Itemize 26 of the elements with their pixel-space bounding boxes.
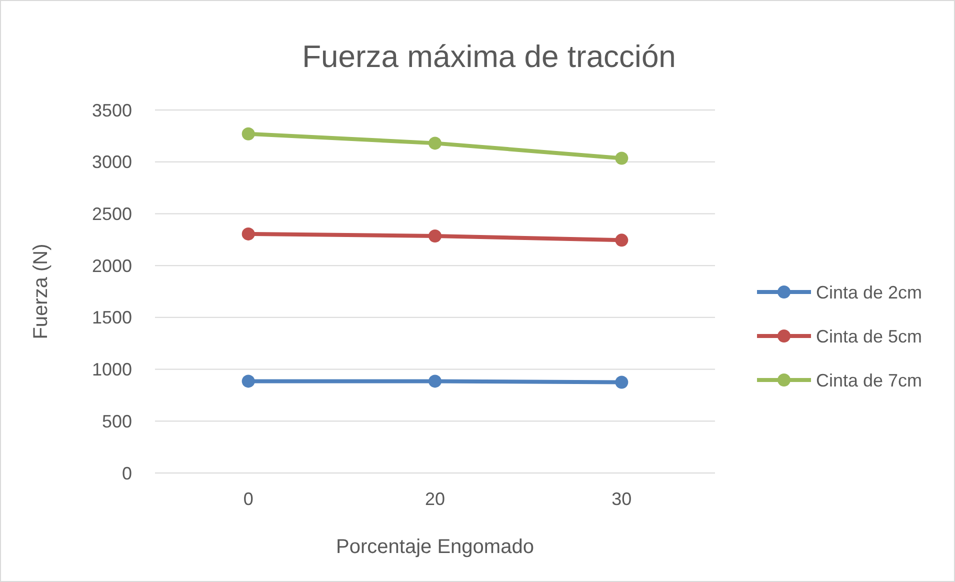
point <box>242 227 255 240</box>
x-tick-label: 30 <box>612 489 632 509</box>
point <box>242 127 255 140</box>
point <box>615 234 628 247</box>
x-tick-label: 0 <box>243 489 254 509</box>
legend-label: Cinta de 5cm <box>816 326 922 346</box>
y-tick-label: 3500 <box>92 100 132 120</box>
y-tick-label: 3000 <box>92 152 132 172</box>
y-tick-label: 2500 <box>92 204 132 224</box>
y-tick-label: 1000 <box>92 360 132 380</box>
point <box>428 230 442 243</box>
point <box>428 374 442 388</box>
point <box>615 376 628 389</box>
legend-label: Cinta de 7cm <box>816 370 922 390</box>
y-tick-label: 1500 <box>92 308 132 328</box>
legend-label: Cinta de 2cm <box>816 282 922 302</box>
y-tick-label: 500 <box>102 411 132 432</box>
point <box>242 374 255 388</box>
chart-title: Fuerza máxima de tracción <box>302 39 676 74</box>
point <box>615 152 628 165</box>
point <box>428 136 442 150</box>
y-axis-title: Fuerza (N) <box>30 244 52 340</box>
y-tick-label: 2000 <box>92 256 132 276</box>
x-tick-label: 20 <box>424 489 446 509</box>
y-tick-label: 0 <box>122 463 132 484</box>
x-axis-title: Porcentaje Engomado <box>336 536 534 558</box>
